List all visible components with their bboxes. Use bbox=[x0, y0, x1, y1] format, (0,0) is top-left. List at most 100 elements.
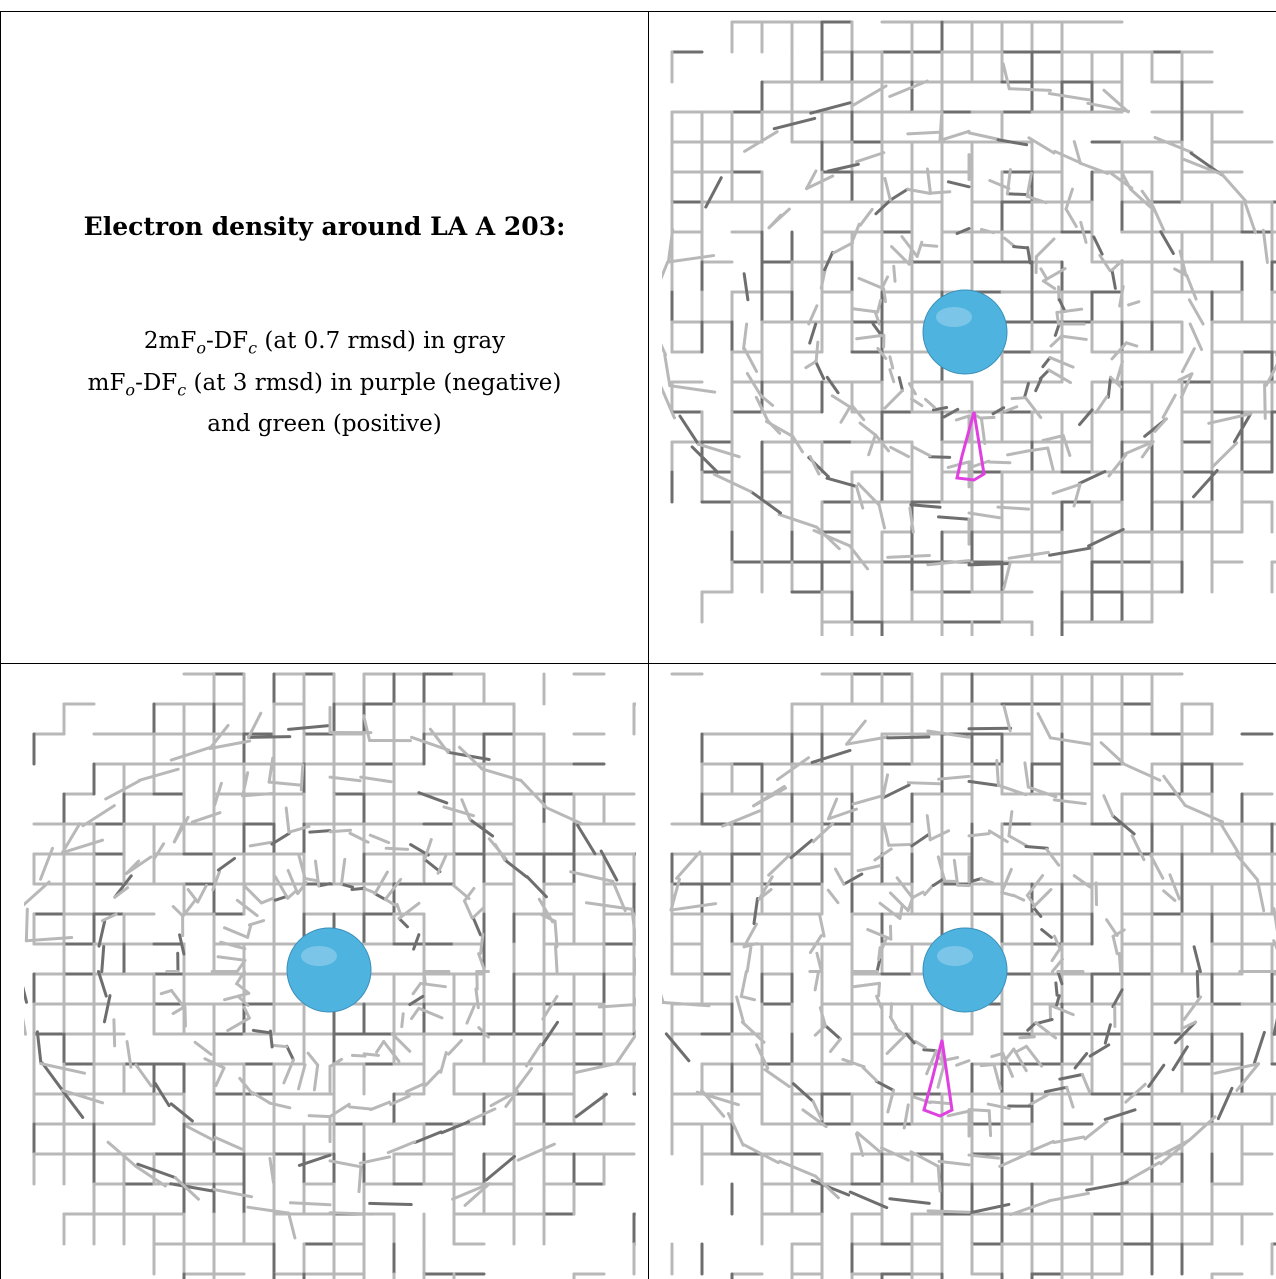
mesh-segment bbox=[814, 359, 826, 381]
mesh-segment bbox=[1024, 1044, 1044, 1068]
mesh-segment bbox=[480, 767, 523, 782]
mesh-segment bbox=[246, 735, 292, 739]
mesh-segment bbox=[1216, 1086, 1234, 1121]
mesh-segment bbox=[878, 901, 902, 920]
mesh-segment bbox=[39, 1062, 87, 1075]
mesh-segment bbox=[925, 167, 932, 195]
mesh-segment bbox=[955, 1059, 971, 1067]
mesh-segment bbox=[955, 226, 971, 236]
mesh-segment bbox=[268, 1156, 275, 1184]
density-view-bottom-right bbox=[662, 664, 1276, 1279]
mesh-segment bbox=[96, 970, 108, 998]
mesh-segment bbox=[423, 838, 433, 861]
mesh-segment bbox=[390, 1032, 412, 1053]
mesh-segment bbox=[213, 781, 223, 807]
mesh-segment bbox=[1179, 372, 1194, 399]
mesh-segment bbox=[569, 870, 615, 883]
mesh-segment bbox=[519, 778, 547, 808]
density-mesh-top-right bbox=[662, 20, 1276, 636]
mesh-segment bbox=[1127, 300, 1141, 307]
mesh-segment bbox=[937, 515, 971, 521]
mesh-segment bbox=[1102, 88, 1130, 114]
mesh-segment bbox=[540, 1020, 559, 1047]
mesh-segment bbox=[739, 970, 748, 998]
mesh-segment bbox=[979, 1063, 996, 1068]
mesh-segment bbox=[928, 455, 952, 459]
mesh-segment bbox=[888, 1197, 931, 1205]
mesh-segment bbox=[362, 1052, 380, 1057]
density-mesh-bottom-right bbox=[662, 672, 1276, 1279]
mesh-segment bbox=[100, 912, 118, 923]
mesh-segment bbox=[1124, 341, 1139, 348]
mesh-segment bbox=[904, 1032, 916, 1045]
mesh-segment bbox=[373, 892, 387, 901]
mesh-segment bbox=[152, 842, 166, 861]
atom-highlight bbox=[301, 946, 337, 966]
mesh-segment bbox=[60, 1088, 105, 1105]
mesh-segment bbox=[1056, 970, 1064, 986]
mesh-segment bbox=[772, 116, 817, 131]
mesh-segment bbox=[923, 397, 936, 409]
mesh-segment bbox=[892, 264, 897, 283]
mesh-segment bbox=[1192, 468, 1219, 499]
mesh-segment bbox=[462, 886, 476, 903]
mesh-segment bbox=[825, 476, 858, 488]
mesh-segment bbox=[808, 454, 821, 476]
mesh-segment bbox=[931, 406, 949, 412]
mesh-segment bbox=[540, 913, 557, 923]
mesh-segment bbox=[826, 807, 858, 821]
mesh-segment bbox=[422, 970, 427, 986]
mesh-segment bbox=[238, 1076, 254, 1096]
mesh-segment bbox=[936, 1061, 946, 1089]
mesh-segment bbox=[1055, 310, 1060, 326]
mesh-segment bbox=[828, 1037, 842, 1054]
mesh-segment bbox=[776, 756, 811, 782]
mesh-segment bbox=[226, 1016, 251, 1033]
mesh-segment bbox=[1011, 893, 1026, 902]
mesh-segment bbox=[967, 459, 991, 470]
mesh-segment bbox=[907, 382, 917, 396]
mesh-segment bbox=[1232, 412, 1253, 444]
mesh-segment bbox=[1043, 1085, 1069, 1094]
mesh-segment bbox=[745, 371, 763, 398]
mesh-segment bbox=[1072, 874, 1092, 889]
mesh-segment bbox=[451, 1182, 491, 1201]
mesh-segment bbox=[597, 1002, 636, 1009]
mesh-segment bbox=[153, 1081, 171, 1108]
mesh-segment bbox=[1103, 1023, 1112, 1045]
mesh-segment bbox=[286, 868, 300, 896]
mesh-segment bbox=[282, 1058, 295, 1085]
mesh-segment bbox=[1263, 383, 1267, 420]
mesh-segment bbox=[1046, 446, 1055, 472]
mesh-segment bbox=[767, 854, 790, 877]
mesh-segment bbox=[286, 888, 298, 900]
mesh-segment bbox=[1002, 704, 1012, 733]
mesh-segment bbox=[524, 1042, 543, 1068]
mesh-segment bbox=[926, 559, 971, 567]
mesh-segment bbox=[979, 417, 987, 446]
mesh-segment bbox=[877, 503, 887, 530]
mesh-segment bbox=[1111, 814, 1136, 836]
mesh-segment bbox=[248, 840, 273, 848]
mesh-segment bbox=[883, 388, 905, 410]
mesh-segment bbox=[1012, 245, 1029, 250]
mesh-segment bbox=[1171, 1045, 1189, 1072]
mesh-segment bbox=[813, 1174, 840, 1200]
mesh-segment bbox=[979, 415, 996, 420]
mesh-segment bbox=[845, 719, 867, 746]
mesh-segment bbox=[894, 1026, 907, 1038]
mesh-segment bbox=[1187, 298, 1205, 326]
mesh-segment bbox=[1048, 356, 1075, 369]
mesh-segment bbox=[287, 724, 332, 731]
mesh-segment bbox=[350, 1053, 367, 1058]
mesh-segment bbox=[742, 272, 750, 302]
mesh-segment bbox=[801, 1108, 828, 1129]
mesh-segment bbox=[1159, 230, 1175, 255]
mesh-segment bbox=[241, 791, 275, 798]
mesh-segment bbox=[1124, 1082, 1147, 1104]
mesh-segment bbox=[1031, 888, 1053, 909]
mesh-segment bbox=[1003, 236, 1016, 248]
mesh-segment bbox=[541, 994, 559, 1021]
mesh-segment bbox=[726, 1112, 745, 1147]
mesh-segment bbox=[1052, 1135, 1086, 1145]
